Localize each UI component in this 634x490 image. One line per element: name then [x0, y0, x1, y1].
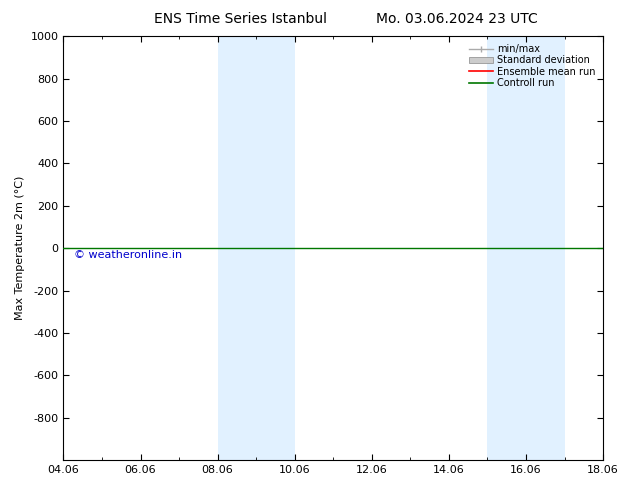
- Bar: [526, 36, 564, 460]
- Y-axis label: Max Temperature 2m (°C): Max Temperature 2m (°C): [15, 176, 25, 320]
- Legend: min/max, Standard deviation, Ensemble mean run, Controll run: min/max, Standard deviation, Ensemble me…: [466, 41, 598, 91]
- Text: ENS Time Series Istanbul: ENS Time Series Istanbul: [155, 12, 327, 26]
- Text: Mo. 03.06.2024 23 UTC: Mo. 03.06.2024 23 UTC: [375, 12, 538, 26]
- Bar: [256, 36, 295, 460]
- Bar: [488, 36, 526, 460]
- Text: © weatheronline.in: © weatheronline.in: [74, 250, 183, 260]
- Bar: [217, 36, 256, 460]
